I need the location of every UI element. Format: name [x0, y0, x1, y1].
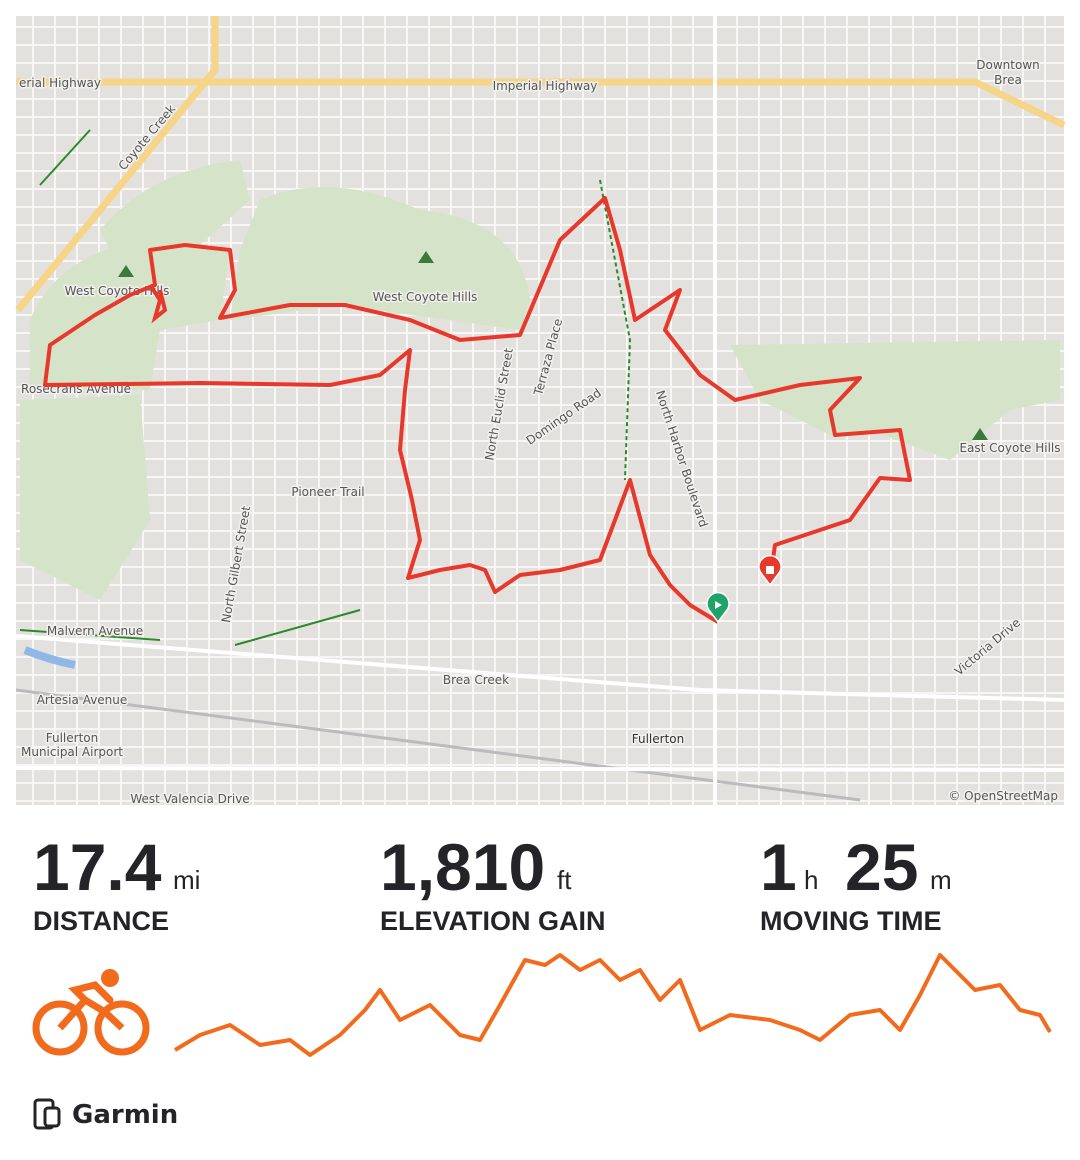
stat-label: MOVING TIME	[760, 906, 942, 936]
route	[148, 283, 168, 324]
map-label: East Coyote Hills	[959, 441, 1060, 455]
map: erial Highway Imperial Highway Coyote Cr…	[15, 16, 1066, 808]
map-label: West Valencia Drive	[130, 792, 249, 806]
stat-label: ELEVATION GAIN	[380, 906, 606, 936]
stat-value: 1,810	[380, 830, 545, 904]
map-attribution: © OpenStreetMap	[948, 789, 1058, 803]
stat-unit: ft	[557, 865, 572, 895]
map-label: Brea Creek	[443, 673, 509, 687]
highway	[15, 16, 219, 313]
map-label: Artesia Avenue	[37, 693, 128, 707]
bike-lane	[39, 129, 91, 186]
trail	[599, 179, 632, 481]
road	[15, 634, 1065, 702]
stat-unit: m	[930, 865, 952, 895]
stat-unit: mi	[173, 865, 200, 895]
park	[730, 340, 1060, 460]
source-name: Garmin	[72, 1100, 178, 1130]
source: Garmin	[33, 1098, 178, 1130]
start-marker-icon	[715, 601, 722, 609]
map-label: Municipal Airport	[21, 745, 123, 759]
water	[23, 646, 76, 669]
park	[20, 395, 150, 600]
device-icon	[43, 1106, 61, 1128]
stat-label: DISTANCE	[33, 906, 169, 936]
park	[230, 187, 530, 330]
map-label: Malvern Avenue	[47, 624, 143, 638]
map-label: Imperial Highway	[493, 79, 598, 93]
railway	[15, 688, 861, 802]
stats: 17.4 mi DISTANCE 1,810 ft ELEVATION GAIN…	[33, 830, 952, 936]
road	[15, 766, 1065, 772]
cycling-icon	[32, 969, 150, 1056]
stat-value: 17.4	[33, 830, 162, 904]
end-marker-icon	[766, 566, 774, 574]
park	[30, 240, 230, 390]
map-label: West Coyote Hills	[65, 284, 170, 298]
map-label: Pioneer Trail	[291, 485, 364, 499]
stat-value: 25	[845, 830, 918, 904]
stat-value: 1	[760, 830, 797, 904]
map-label: Fullerton	[46, 731, 99, 745]
stat-unit: h	[804, 865, 818, 895]
map-label: West Coyote Hills	[373, 290, 478, 304]
map-label: Downtown	[976, 58, 1039, 72]
map-label: Fullerton	[632, 732, 685, 746]
elevation-profile	[173, 953, 1052, 1057]
park	[100, 160, 250, 270]
highway	[16, 78, 1066, 129]
route	[43, 196, 912, 624]
map-label: Brea	[994, 73, 1022, 87]
map-label: erial Highway	[19, 76, 101, 90]
start-marker	[706, 591, 730, 624]
bike-lane	[19, 609, 361, 646]
